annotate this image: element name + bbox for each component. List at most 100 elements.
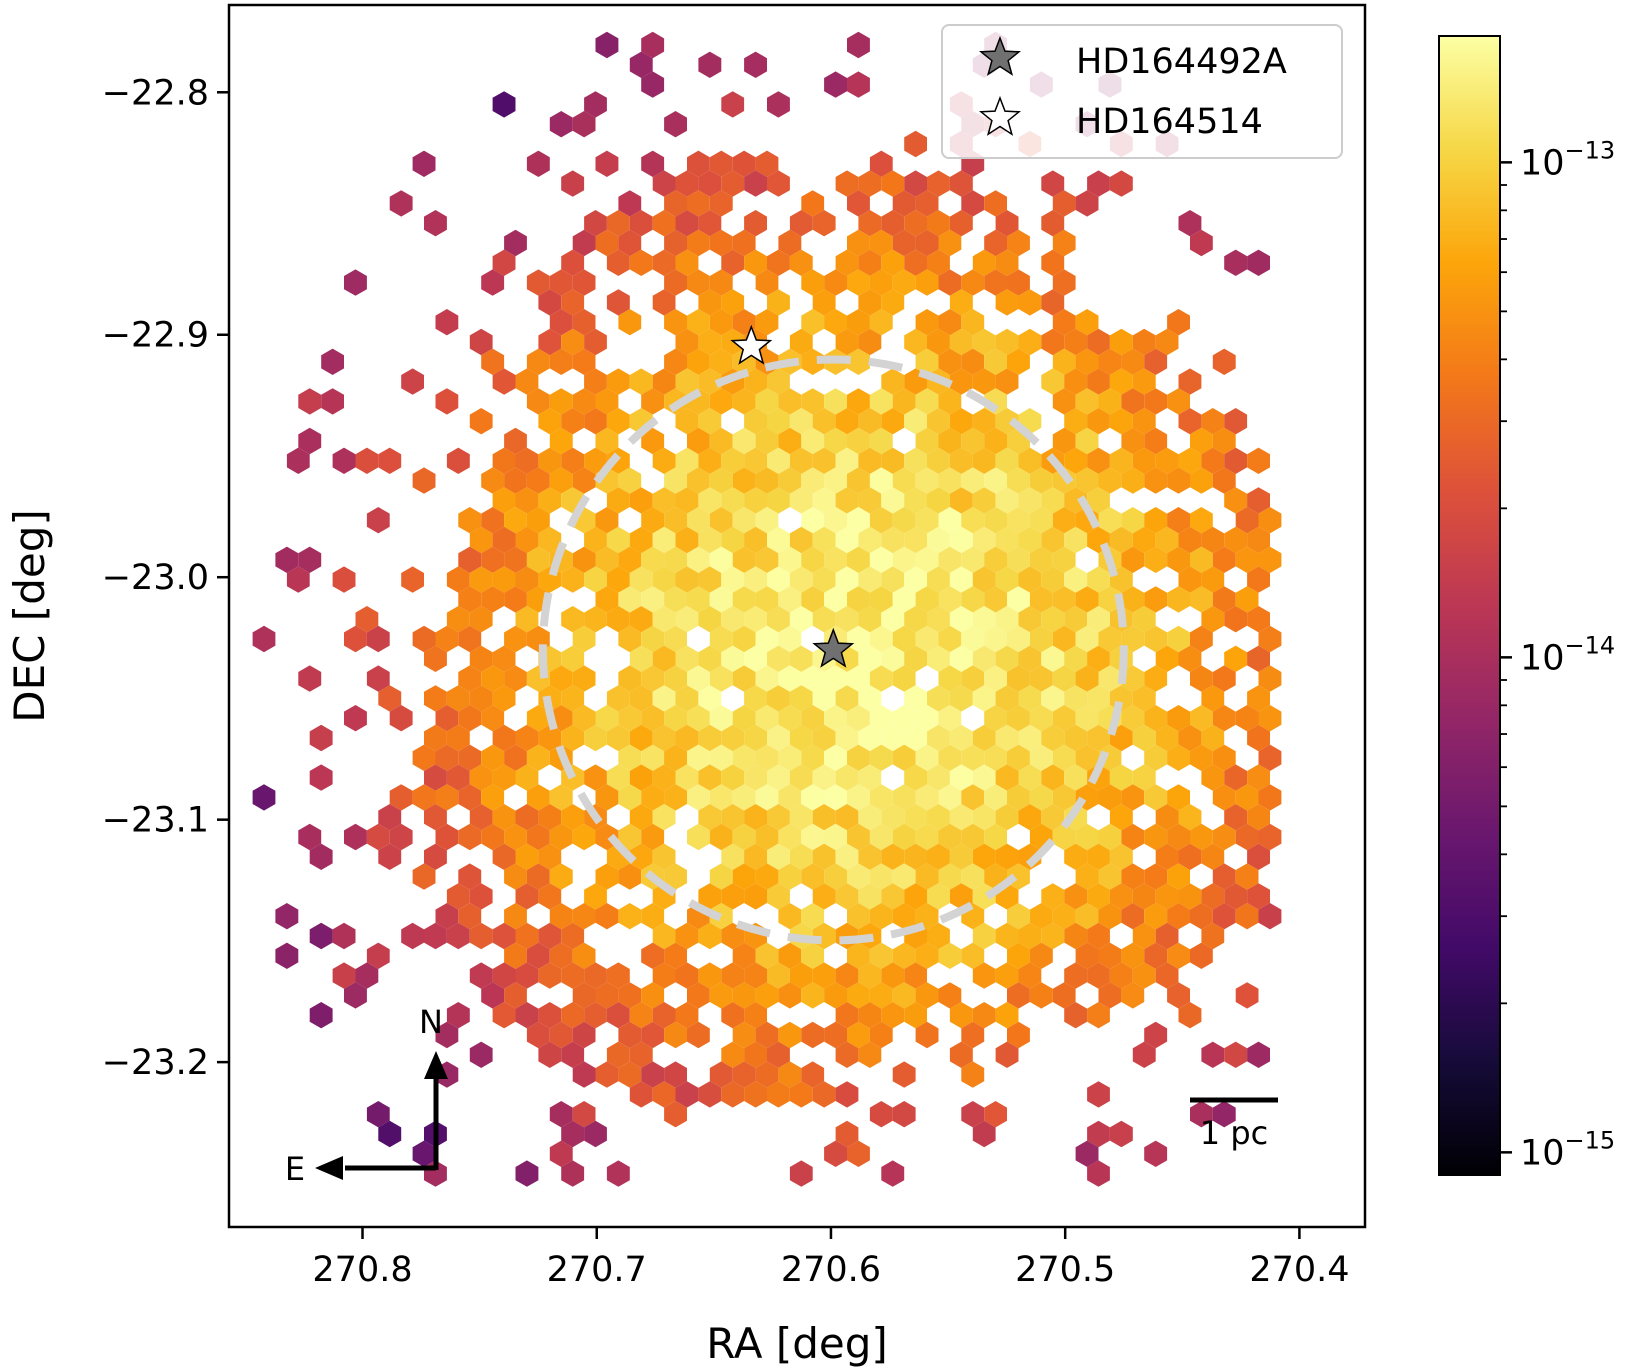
hexbin-cell xyxy=(412,863,436,890)
hexbin-cell xyxy=(984,269,1007,296)
hexbin-cell xyxy=(847,586,870,613)
hexbin-cell xyxy=(1041,170,1065,197)
hexbin-cell xyxy=(641,665,665,692)
hexbin-cell xyxy=(961,269,985,296)
hexbin-cell xyxy=(526,823,550,851)
hexbin-cell xyxy=(1029,507,1053,534)
hexbin-cell xyxy=(972,408,996,435)
hexbin-cell xyxy=(446,566,470,593)
hexbin-cell xyxy=(709,309,733,336)
hexbin-cell xyxy=(709,665,733,692)
hexbin-cell xyxy=(904,249,927,276)
hexbin-cell xyxy=(778,586,802,613)
hexbin-cell xyxy=(641,31,665,59)
hexbin-cell xyxy=(938,863,962,890)
hexbin-cell xyxy=(1029,467,1053,494)
hexbin-cell xyxy=(366,1101,390,1128)
hexbin-cell xyxy=(744,843,767,870)
hexbin-cell xyxy=(1052,388,1076,415)
hexbin-cell xyxy=(1132,1041,1156,1068)
hexbin-cell xyxy=(1121,705,1145,732)
hexbin-cell xyxy=(927,526,950,554)
hexbin-cell xyxy=(732,942,756,969)
hexbin-cell xyxy=(1235,705,1259,732)
hexbin-cell xyxy=(1121,625,1145,653)
hexbin-cell xyxy=(458,546,482,573)
hexbin-cell xyxy=(1109,526,1133,554)
hexbin-cell xyxy=(904,487,927,514)
hexbin-cell xyxy=(1064,606,1088,633)
hexbin-cell xyxy=(1167,863,1190,890)
hexbin-cell xyxy=(1075,388,1099,415)
hexbin-cell xyxy=(869,784,893,811)
hexbin-cell xyxy=(469,764,493,791)
hexbin-cell xyxy=(526,705,550,732)
hexbin-cell xyxy=(995,724,1019,752)
hexbin-cell xyxy=(789,487,813,514)
hexbin-cell xyxy=(698,962,722,989)
hexbin-cell xyxy=(1258,903,1282,930)
hexbin-cell xyxy=(709,586,733,613)
hexbin-cell xyxy=(378,843,402,870)
hexbin-cell xyxy=(424,843,447,870)
hexbin-cell xyxy=(869,467,893,494)
hexbin-cell xyxy=(1155,328,1179,356)
hexbin-cell xyxy=(561,408,585,435)
hexbin-cell xyxy=(572,705,596,732)
hexbin-cell xyxy=(1075,942,1099,969)
hexbin-cell xyxy=(664,1021,687,1049)
hexbin-cell xyxy=(549,309,573,336)
hexbin-cell xyxy=(961,427,985,455)
hexbin-cell xyxy=(972,526,996,554)
hexbin-cell xyxy=(778,427,802,455)
hexbin-cell xyxy=(949,447,973,474)
y-tick-label: −23.2 xyxy=(102,1043,209,1083)
hexbin-cell xyxy=(927,566,950,593)
x-tick-label: 270.4 xyxy=(1249,1250,1349,1290)
hexbin-cell xyxy=(538,922,562,950)
hexbin-cell xyxy=(927,408,950,435)
hexbin-cell xyxy=(1132,526,1156,554)
hexbin-cell xyxy=(1087,1002,1110,1029)
y-tick-label: −22.9 xyxy=(102,316,209,356)
hexbin-cell xyxy=(915,942,939,969)
hexbin-cell xyxy=(549,388,573,415)
hexbin-cell xyxy=(366,823,390,851)
hexbin-cell xyxy=(606,408,630,435)
hexbin-cell xyxy=(709,269,733,296)
hexbin-cell xyxy=(949,170,973,197)
hexbin-cell xyxy=(664,625,687,653)
hexbin-cell xyxy=(469,566,493,593)
hexbin-cell xyxy=(732,982,756,1009)
hexbin-cell xyxy=(549,348,573,375)
hexbin-cell xyxy=(664,309,687,336)
hexbin-cell xyxy=(709,150,733,177)
hexbin-cell xyxy=(1178,368,1202,395)
hexbin-cell xyxy=(858,566,882,593)
hexbin-cell xyxy=(321,388,344,415)
hexbin-cell xyxy=(835,764,859,791)
hexbin-cell xyxy=(1167,744,1190,771)
hexbin-cell xyxy=(915,546,939,573)
hexbin-cell xyxy=(1247,764,1270,791)
hexbin-cell xyxy=(812,685,836,712)
hexbin-cell xyxy=(1052,705,1076,732)
hexbin-cell xyxy=(881,962,905,989)
hexbin-cell xyxy=(721,843,745,870)
hexbin-cell xyxy=(675,210,699,237)
hexbin-cell xyxy=(972,922,996,950)
hexbin-cell xyxy=(904,328,927,356)
hexbin-cell xyxy=(1064,328,1088,356)
hexbin-cell xyxy=(664,665,687,692)
hexbin-cell xyxy=(995,843,1019,870)
hexbin-cell xyxy=(755,942,779,969)
hexbin-cell xyxy=(1109,883,1133,910)
hexbin-cell xyxy=(721,447,745,474)
hexbin-cell xyxy=(1121,665,1145,692)
hexbin-cell xyxy=(732,823,756,851)
star-marker-hd164514 xyxy=(730,324,773,365)
hexbin-cell xyxy=(606,210,630,237)
hexbin-cell xyxy=(949,526,973,554)
hexbin-cell xyxy=(412,150,436,177)
hexbin-cell xyxy=(675,328,699,356)
